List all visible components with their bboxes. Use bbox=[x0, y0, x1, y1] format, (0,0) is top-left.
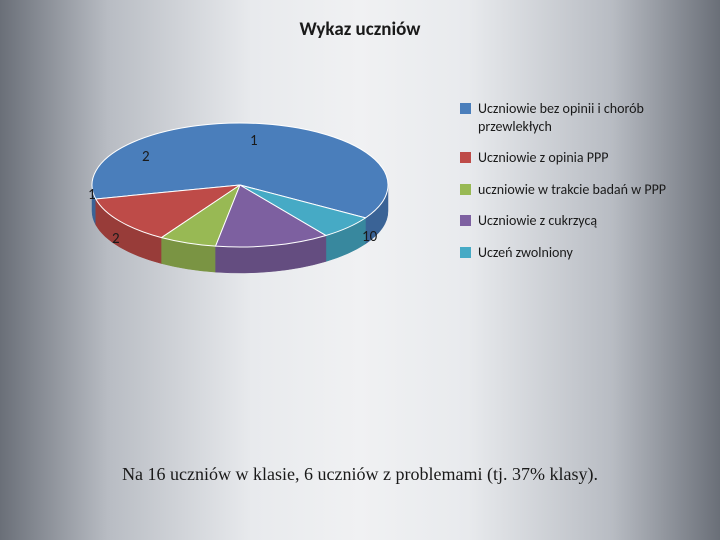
pie-chart: 10 2 1 2 1 bbox=[50, 90, 450, 350]
legend-swatch bbox=[460, 103, 471, 114]
data-label: 2 bbox=[142, 148, 150, 166]
legend: Uczniowie bez opinii i chorób przewlekły… bbox=[460, 100, 710, 275]
data-label: 10 bbox=[362, 228, 377, 246]
legend-label: Uczniowie bez opinii i chorób przewlekły… bbox=[478, 100, 710, 135]
legend-item: Uczniowie z cukrzycą bbox=[460, 212, 710, 230]
chart-title: Wykaz uczniów bbox=[0, 18, 720, 41]
legend-label: Uczniowie z opinia PPP bbox=[478, 149, 608, 167]
legend-label: Uczniowie z cukrzycą bbox=[478, 212, 597, 230]
legend-item: Uczniowie bez opinii i chorób przewlekły… bbox=[460, 100, 710, 135]
legend-label: uczniowie w trakcie badań w PPP bbox=[478, 181, 666, 199]
data-label: 1 bbox=[250, 132, 258, 150]
legend-swatch bbox=[460, 152, 471, 163]
legend-swatch bbox=[460, 247, 471, 258]
data-label: 2 bbox=[112, 230, 120, 248]
caption-text: Na 16 uczniów w klasie, 6 uczniów z prob… bbox=[0, 464, 720, 485]
pie-svg bbox=[50, 90, 450, 350]
legend-item: Uczeń zwolniony bbox=[460, 244, 710, 262]
legend-swatch bbox=[460, 215, 471, 226]
legend-label: Uczeń zwolniony bbox=[478, 244, 573, 262]
data-label: 1 bbox=[88, 186, 96, 204]
legend-item: Uczniowie z opinia PPP bbox=[460, 149, 710, 167]
legend-item: uczniowie w trakcie badań w PPP bbox=[460, 181, 710, 199]
legend-swatch bbox=[460, 184, 471, 195]
